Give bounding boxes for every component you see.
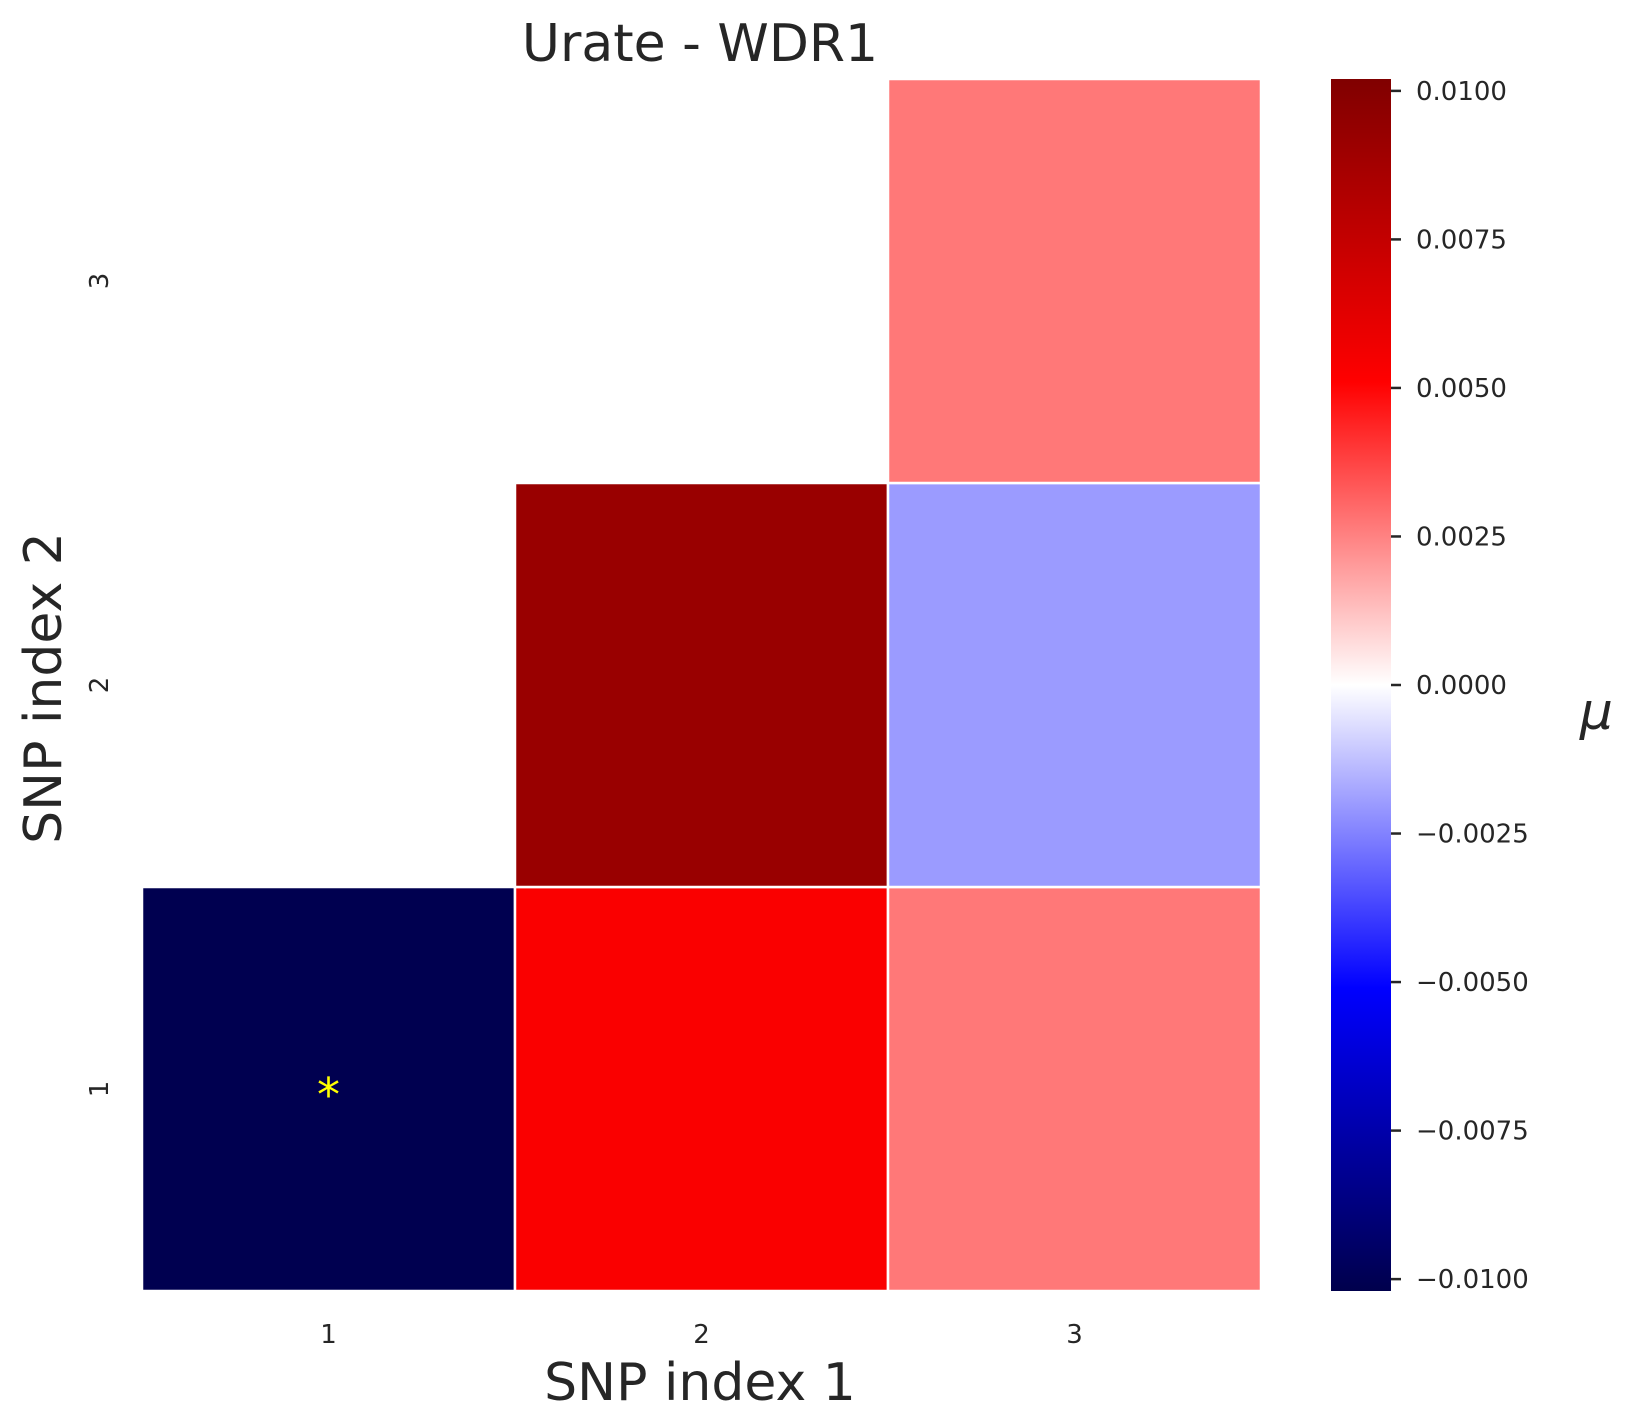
colorbar-tick-label: −0.0075 — [1416, 1117, 1529, 1147]
y-tick-labels: 1 2 3 — [85, 273, 115, 1098]
heatmap-cells: * — [140, 77, 1263, 1293]
colorbar-tick-label: 0.0000 — [1416, 671, 1507, 701]
colorbar-tick-label: −0.0025 — [1416, 820, 1529, 850]
colorbar-tick-label: 0.0050 — [1416, 374, 1507, 404]
x-tick-label: 2 — [693, 1320, 710, 1350]
heatmap-cell-3-1 — [886, 885, 1263, 1293]
colorbar — [1331, 79, 1391, 1291]
heatmap-cell-3-3 — [886, 77, 1263, 485]
x-tick-label: 3 — [1066, 1320, 1083, 1350]
y-tick-label: 1 — [85, 1081, 115, 1098]
colorbar-tick-label: 0.0025 — [1416, 522, 1507, 552]
colorbar-tick-label: 0.0100 — [1416, 77, 1507, 107]
x-tick-label: 1 — [320, 1320, 337, 1350]
colorbar-label: μ — [1579, 682, 1613, 742]
y-tick-label: 3 — [85, 273, 115, 290]
heatmap-cell-2-1 — [513, 885, 890, 1293]
colorbar-tick-label: −0.0100 — [1416, 1265, 1529, 1295]
y-tick-label: 2 — [85, 677, 115, 694]
cell-annotation: * — [317, 1068, 340, 1122]
x-tick-labels: 1 2 3 — [320, 1320, 1083, 1350]
colorbar-tick-label: 0.0075 — [1416, 225, 1507, 255]
heatmap-cell-3-2 — [886, 481, 1263, 889]
heatmap-cell-2-2 — [513, 481, 890, 889]
chart-title: Urate - WDR1 — [522, 14, 878, 74]
colorbar-ticks: 0.0100 0.0075 0.0050 0.0025 0.0000 −0.0025 −0.… — [1391, 77, 1529, 1295]
x-axis-label: SNP index 1 — [544, 1353, 856, 1413]
heatmap-cell-1-1 — [140, 885, 517, 1293]
y-axis-label: SNP index 2 — [14, 532, 74, 844]
colorbar-tick-label: −0.0050 — [1416, 968, 1529, 998]
